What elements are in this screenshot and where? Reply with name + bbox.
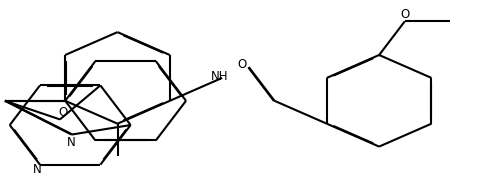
Text: N: N (33, 163, 41, 176)
Text: O: O (400, 8, 410, 21)
Text: O: O (58, 106, 67, 119)
Text: O: O (237, 58, 246, 71)
Text: N: N (67, 136, 76, 149)
Text: NH: NH (210, 70, 228, 84)
